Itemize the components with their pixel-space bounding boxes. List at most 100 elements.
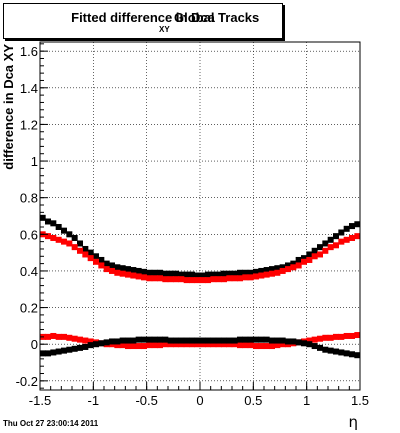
data-point <box>311 343 318 350</box>
data-point <box>45 333 51 340</box>
data-point <box>103 266 110 273</box>
data-point <box>130 343 137 350</box>
chart-title: Fitted difference in Dca <box>4 10 282 25</box>
data-point <box>306 251 313 258</box>
data-point <box>205 337 211 344</box>
data-point <box>87 249 94 256</box>
data-point <box>66 334 73 341</box>
data-point <box>290 338 297 345</box>
data-point <box>39 214 46 221</box>
data-point <box>215 337 222 344</box>
data-point <box>146 336 153 343</box>
data-point <box>354 352 361 359</box>
data-point <box>333 242 339 249</box>
data-point <box>327 347 334 354</box>
title-suffix: Global Tracks <box>174 10 260 25</box>
data-point <box>343 332 350 339</box>
data-point <box>327 236 334 243</box>
data-point <box>194 272 201 279</box>
y-tick-label: 0.2 <box>20 301 38 316</box>
data-point <box>141 343 147 350</box>
data-point <box>274 342 281 349</box>
data-point <box>130 267 137 274</box>
data-point <box>178 341 185 348</box>
data-point <box>135 267 142 274</box>
data-point <box>39 350 46 357</box>
data-point <box>285 262 291 269</box>
data-point <box>162 276 169 283</box>
data-point <box>45 218 51 225</box>
data-point <box>183 271 190 278</box>
data-point <box>274 269 281 276</box>
data-point <box>210 271 217 278</box>
data-point <box>162 341 169 348</box>
data-point <box>258 267 265 274</box>
data-point <box>93 253 99 260</box>
data-point <box>130 272 137 279</box>
data-point <box>93 258 99 265</box>
data-point <box>226 341 233 348</box>
x-axis-label: η <box>348 413 358 431</box>
data-point <box>50 220 57 227</box>
data-point <box>151 336 158 343</box>
data-point <box>82 337 89 344</box>
data-point <box>93 341 99 348</box>
data-point <box>55 223 62 230</box>
y-tick-label: 0.6 <box>20 227 38 242</box>
data-point <box>157 336 163 343</box>
data-point <box>55 333 62 340</box>
data-point <box>269 266 275 273</box>
data-point <box>114 264 121 271</box>
y-tick-label: 0.8 <box>20 191 38 206</box>
data-point <box>194 277 201 284</box>
data-point <box>167 341 174 348</box>
data-point <box>141 274 147 281</box>
data-point <box>349 234 355 241</box>
data-point <box>322 247 329 254</box>
data-point <box>77 336 83 343</box>
data-point <box>338 349 345 356</box>
data-point <box>301 258 307 265</box>
data-point <box>327 244 334 251</box>
data-point <box>237 275 243 282</box>
data-point <box>263 271 270 278</box>
data-point <box>162 270 169 277</box>
data-point <box>253 343 259 350</box>
title-prefix: Fitted difference in Dca <box>71 10 215 25</box>
data-point <box>354 332 361 339</box>
data-point <box>349 332 355 339</box>
data-point <box>317 244 323 251</box>
data-point <box>215 276 222 283</box>
series-1 <box>39 231 361 284</box>
data-point <box>205 277 211 284</box>
data-point <box>114 338 121 345</box>
data-point <box>178 276 185 283</box>
chart-title-box: Fitted difference in Dca XY Global Track… <box>3 3 283 39</box>
data-point <box>338 238 345 245</box>
data-point <box>333 348 339 355</box>
data-point <box>253 273 259 280</box>
data-point <box>322 334 329 341</box>
data-point <box>253 336 259 343</box>
data-point <box>173 270 179 277</box>
data-point <box>50 349 57 356</box>
x-tick-label: 0 <box>196 393 203 408</box>
data-point <box>295 339 302 346</box>
data-point <box>55 236 62 243</box>
data-point <box>119 337 126 344</box>
y-tick-label: -0.2 <box>16 374 38 389</box>
data-point <box>82 245 89 252</box>
data-point <box>189 341 195 348</box>
data-point <box>66 231 73 238</box>
data-point <box>311 253 318 260</box>
data-point <box>87 255 94 262</box>
data-point <box>61 227 67 234</box>
data-point <box>237 269 243 276</box>
data-point <box>151 275 158 282</box>
data-point <box>237 336 243 343</box>
data-point <box>226 270 233 277</box>
data-point <box>114 269 121 276</box>
data-point <box>173 337 179 344</box>
data-point <box>157 275 163 282</box>
data-point <box>247 342 254 349</box>
